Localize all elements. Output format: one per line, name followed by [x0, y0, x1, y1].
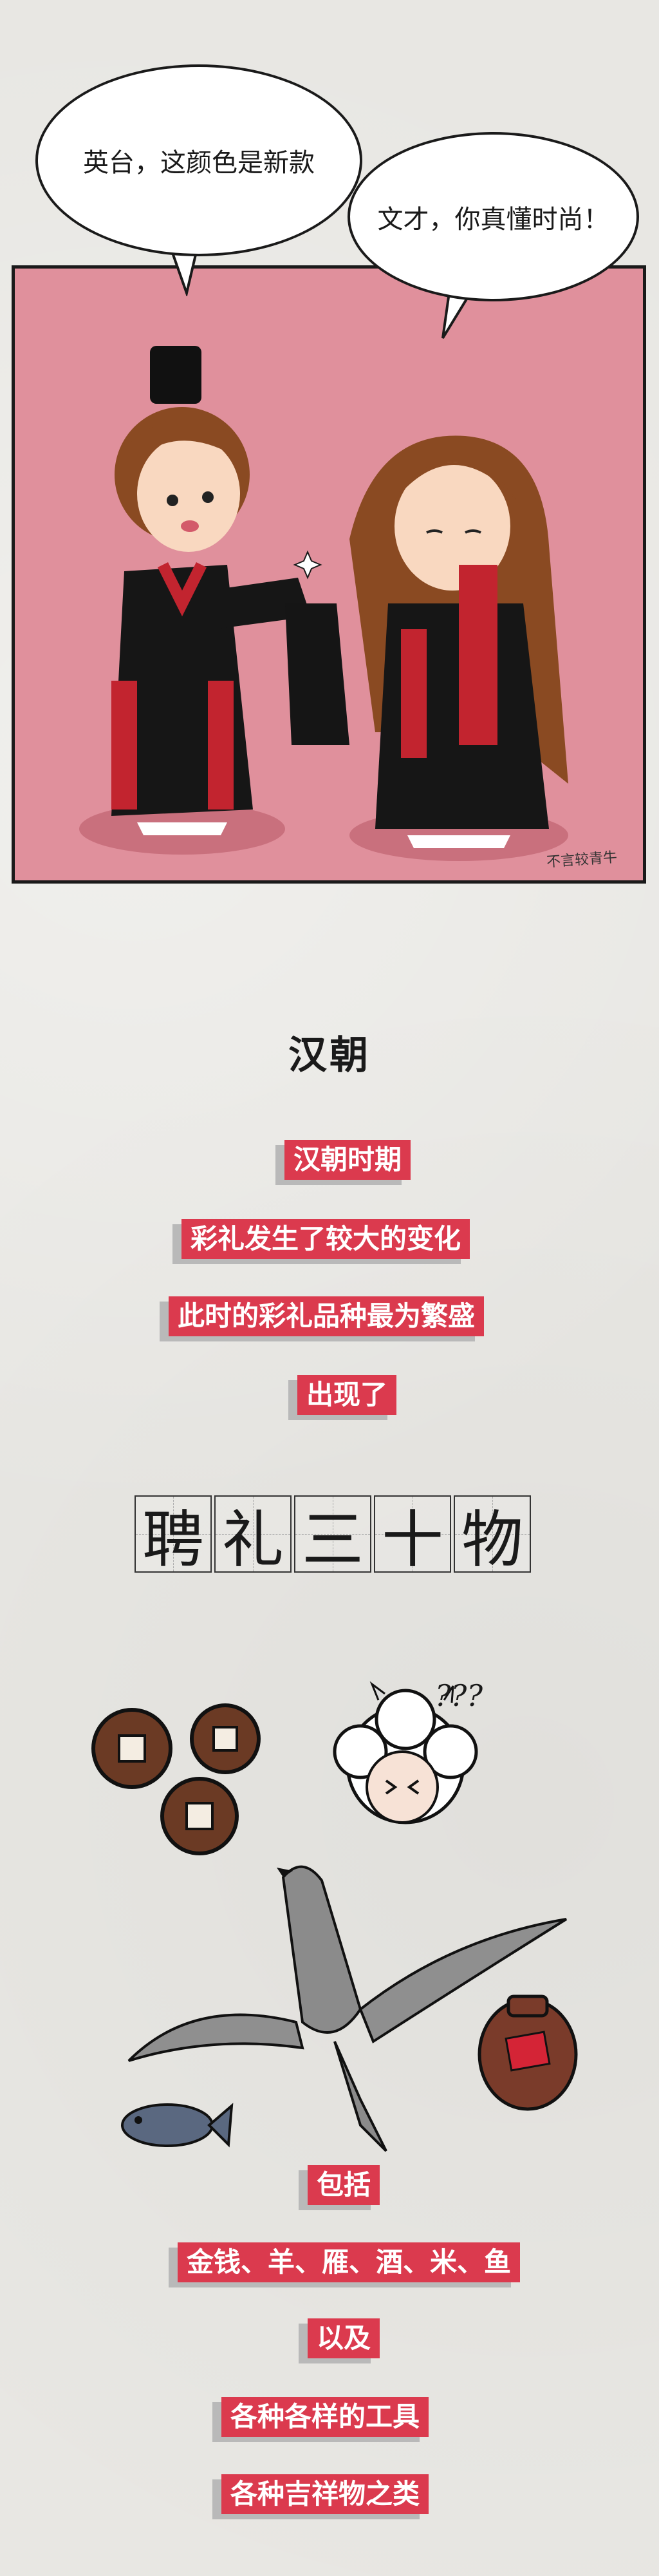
tag-line-1: 汉朝时期 — [284, 1140, 411, 1180]
comic-panel: 不言较青牛 — [12, 265, 646, 884]
tag-line-4: 出现了 — [297, 1375, 397, 1415]
section-title: 汉朝 — [288, 1033, 371, 1078]
grid-char-2: 礼 — [214, 1495, 292, 1576]
goose-icon — [127, 1865, 568, 2152]
fish-icon — [121, 2103, 234, 2148]
grid-title: 聘 礼 三 十 物 — [135, 1495, 534, 1576]
betrothal-gifts-illustration — [91, 1681, 578, 2152]
character-left — [111, 346, 349, 835]
character-right — [349, 435, 568, 848]
tag-bottom-3: 以及 — [308, 2318, 380, 2358]
grid-char-1: 聘 — [135, 1495, 212, 1576]
tag-line-2: 彩礼发生了较大的变化 — [181, 1219, 470, 1259]
sparkle-icon — [293, 550, 322, 580]
grid-char-5: 物 — [454, 1495, 531, 1576]
speech-text-right: 文才，你真懂时尚！ — [377, 204, 609, 234]
wine-jar-icon — [478, 1994, 578, 2111]
tag-bottom-2: 金钱、羊、雁、酒、米、鱼 — [178, 2242, 521, 2282]
speech-text-left: 英台，这颜色是新款 — [83, 148, 315, 178]
speech-bubble-right: 文才，你真懂时尚！ — [348, 132, 639, 301]
tag-line-3: 此时的彩礼品种最为繁盛 — [169, 1296, 485, 1336]
tag-bottom-1: 包括 — [308, 2165, 380, 2205]
grid-char-4: 十 — [374, 1495, 451, 1576]
grid-char-3: 三 — [294, 1495, 371, 1576]
speech-bubble-left: 英台，这颜色是新款 — [35, 64, 362, 256]
question-marks: ??? — [435, 1678, 483, 1713]
tag-bottom-5: 各种吉祥物之类 — [221, 2474, 429, 2514]
coins-icon — [91, 1703, 261, 1855]
tag-bottom-4: 各种各样的工具 — [221, 2397, 429, 2437]
comic-illustration — [79, 346, 568, 861]
sheep-icon — [333, 1681, 478, 1824]
